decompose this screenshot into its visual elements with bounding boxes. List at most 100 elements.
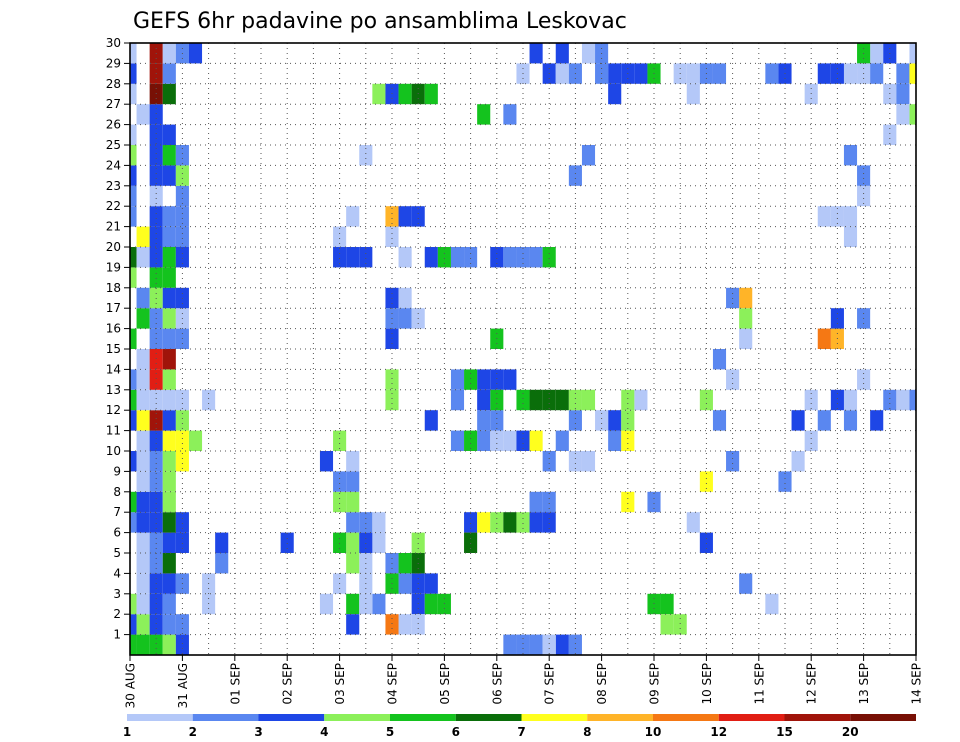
precip-cell	[136, 634, 150, 655]
precip-cell	[490, 389, 504, 411]
y-tick-label: 20	[106, 240, 121, 254]
precip-cell	[149, 145, 163, 166]
precip-cell	[162, 83, 176, 105]
precip-cell	[136, 471, 150, 492]
precip-cell	[450, 247, 465, 268]
precip-cell	[804, 389, 818, 411]
precip-cell	[490, 410, 504, 431]
y-tick-label: 4	[113, 566, 121, 580]
y-tick-label: 10	[106, 444, 121, 458]
precip-cell	[136, 614, 150, 635]
precip-cell	[896, 63, 910, 84]
precip-cell	[136, 593, 150, 615]
legend-swatch	[718, 714, 785, 721]
precip-cell	[477, 389, 491, 411]
legend-label: 20	[842, 725, 859, 739]
precip-cell	[739, 573, 753, 594]
precip-cell	[686, 63, 700, 84]
precip-cell	[215, 553, 229, 574]
legend-label: 3	[254, 725, 262, 739]
precip-cell	[162, 308, 176, 329]
x-tick-label: 04 SEP	[386, 663, 400, 705]
x-tick-label: 30 AUG	[124, 663, 138, 708]
chart-title: GEFS 6hr padavine po ansamblima Leskovac	[133, 9, 627, 34]
x-axis-ticks: 30 AUG 31 AUG 01 SEP 02 SEP 03 SEP 04 SEP 05 S…	[124, 655, 924, 708]
x-tick-label: 07 SEP	[543, 663, 557, 705]
precip-cell	[424, 573, 438, 594]
legend-swatch	[390, 714, 456, 721]
precip-cell	[529, 430, 543, 451]
precip-cell	[372, 512, 386, 533]
precip-cell	[726, 369, 740, 390]
precip-cell	[175, 165, 189, 186]
precip-cell	[162, 267, 176, 288]
precip-cell	[130, 491, 137, 513]
precip-cell	[280, 532, 294, 553]
precip-cell	[398, 308, 412, 329]
precip-cell	[175, 206, 189, 227]
precip-cell	[130, 83, 137, 105]
precip-cells	[130, 43, 916, 655]
precip-cell	[215, 532, 229, 553]
precip-cell	[555, 63, 569, 84]
precip-cell	[529, 389, 543, 411]
x-tick-label: 09 SEP	[648, 663, 662, 705]
x-tick-label: 03 SEP	[333, 663, 347, 705]
precip-cell	[437, 247, 451, 268]
precip-cell	[149, 124, 163, 145]
precip-cell	[739, 328, 753, 349]
y-tick-label: 16	[106, 322, 121, 336]
precip-cell	[450, 369, 465, 390]
precip-cell	[136, 553, 150, 574]
precip-cell	[136, 104, 150, 125]
precip-cell	[346, 512, 360, 533]
x-tick-label: 13 SEP	[857, 663, 871, 705]
precip-cell	[175, 532, 189, 553]
precip-cell	[149, 614, 163, 635]
precip-cell	[817, 63, 831, 84]
precip-cell	[411, 206, 425, 227]
precip-cell	[372, 83, 386, 105]
precip-cell	[346, 491, 360, 513]
precip-cell	[149, 491, 163, 513]
precip-cell	[791, 410, 805, 431]
precip-cell	[346, 247, 360, 268]
precip-cell	[130, 328, 137, 349]
precip-cell	[817, 328, 831, 349]
precip-cell	[765, 593, 779, 615]
precip-cell	[490, 247, 504, 268]
precip-cell	[175, 389, 189, 411]
precip-cell	[804, 430, 818, 451]
precip-cell	[555, 430, 569, 451]
y-tick-label: 7	[113, 505, 121, 519]
precip-cell	[503, 430, 517, 451]
precip-cell	[162, 226, 176, 247]
precip-cell	[450, 430, 465, 451]
y-tick-label: 25	[106, 138, 121, 152]
legend-swatch	[258, 714, 325, 721]
precip-cell	[359, 247, 373, 268]
precip-cell	[385, 369, 399, 390]
precip-cell	[162, 63, 176, 84]
precip-cell	[385, 206, 399, 227]
precip-cell	[778, 471, 792, 492]
precip-cell	[175, 226, 189, 247]
precip-cell	[529, 43, 543, 64]
y-tick-label: 5	[113, 546, 121, 560]
precip-cell	[477, 104, 491, 125]
precip-cell	[411, 532, 425, 553]
precip-cell	[542, 512, 556, 533]
precip-cell	[411, 614, 425, 635]
precip-cell	[555, 43, 569, 64]
precip-cell	[870, 63, 884, 84]
x-tick-label: 10 SEP	[700, 663, 714, 705]
precip-cell	[162, 206, 176, 227]
precip-cell	[398, 614, 412, 635]
precip-cell	[621, 491, 635, 513]
precip-cell	[568, 451, 582, 472]
y-tick-label: 11	[106, 424, 121, 438]
y-tick-label: 6	[113, 526, 121, 540]
precip-cell	[843, 389, 858, 411]
precip-cell	[857, 185, 871, 207]
precip-cell	[130, 247, 137, 268]
